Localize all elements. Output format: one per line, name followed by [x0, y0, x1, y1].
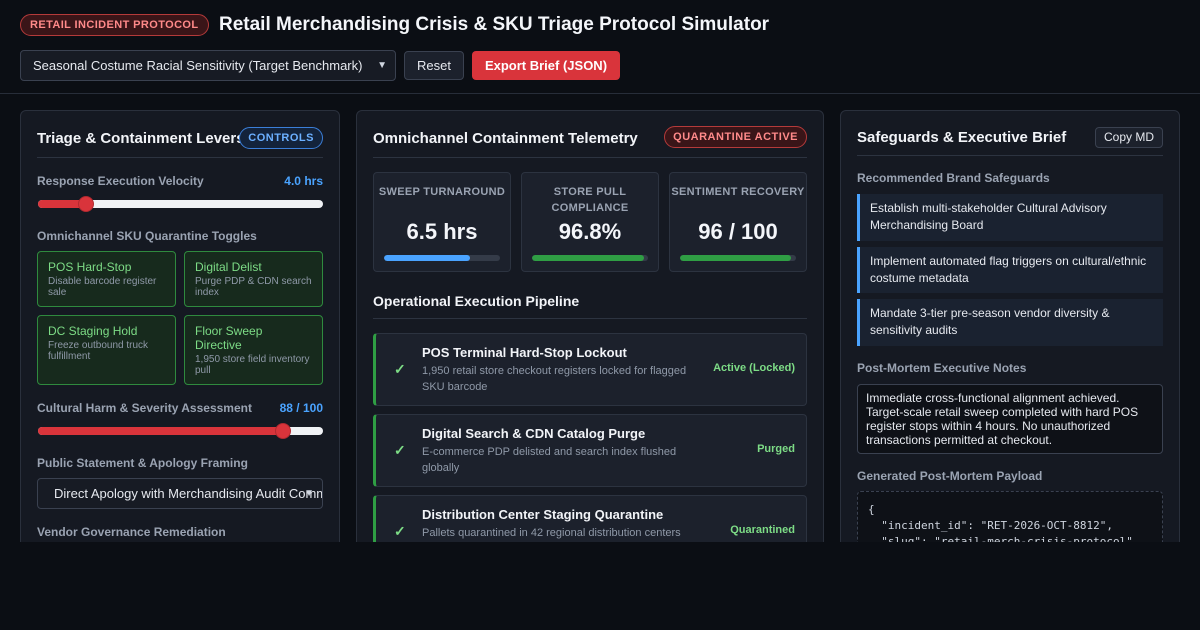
executive-notes-textarea[interactable]: Immediate cross-functional alignment ach…: [857, 384, 1163, 454]
safeguard-item: Establish multi-stakeholder Cultural Adv…: [857, 194, 1163, 241]
metric-label: SWEEP TURNAROUND: [378, 186, 506, 198]
viewport-bottom: [0, 542, 1200, 630]
chevron-down-icon: ▼: [377, 60, 387, 71]
protocol-badge: RETAIL INCIDENT PROTOCOL: [20, 14, 209, 36]
scenario-select-value: Seasonal Costume Racial Sensitivity (Tar…: [33, 58, 363, 73]
pipeline-step-status: Purged: [757, 443, 795, 455]
toggle-desc: 1,950 store field inventory pull: [195, 354, 310, 376]
app-header: RETAIL INCIDENT PROTOCOL Retail Merchand…: [0, 0, 1200, 94]
payload-label: Generated Post-Mortem Payload: [857, 469, 1043, 483]
panel-title: Omnichannel Containment Telemetry: [373, 130, 638, 147]
check-icon: ✓: [394, 523, 406, 539]
safeguard-item: Implement automated flag triggers on cul…: [857, 247, 1163, 293]
toggle-title: DC Staging Hold: [48, 324, 138, 338]
metric-progress-bar: [384, 255, 500, 261]
toggle-desc: Disable barcode register sale: [48, 276, 157, 298]
statement-select[interactable]: Direct Apology with Merchandising Audit …: [37, 478, 323, 509]
metric-card-sentiment: SENTIMENT RECOVERY 96 / 100: [669, 172, 807, 272]
pipeline-step-title: Distribution Center Staging Quarantine: [422, 507, 664, 522]
toggle-digital-delist[interactable]: Digital Delist Purge PDP & CDN search in…: [184, 251, 323, 307]
toggle-desc: Freeze outbound truck fulfillment: [48, 340, 149, 362]
metric-label: SENTIMENT RECOVERY: [671, 186, 805, 198]
velocity-slider-thumb[interactable]: [78, 196, 94, 212]
velocity-label: Response Execution Velocity: [37, 174, 204, 188]
metric-value: 96.8%: [558, 219, 622, 244]
divider: [373, 318, 807, 319]
metric-progress-bar: [680, 255, 796, 261]
panel-title: Safeguards & Executive Brief: [857, 129, 1067, 146]
velocity-value: 4.0 hrs: [284, 174, 323, 188]
check-icon: ✓: [394, 361, 406, 377]
metric-progress-fill: [384, 255, 470, 261]
metric-card-sweep: SWEEP TURNAROUND 6.5 hrs: [373, 172, 511, 272]
velocity-slider[interactable]: [38, 196, 323, 212]
app-title: Retail Merchandising Crisis & SKU Triage…: [219, 14, 770, 35]
controls-badge: CONTROLS: [239, 127, 323, 149]
pipeline-step-desc: E-commerce PDP delisted and search index…: [422, 446, 677, 474]
toggle-title: Digital Delist: [195, 260, 262, 274]
toggle-title: POS Hard-Stop: [48, 260, 132, 274]
severity-slider-thumb[interactable]: [275, 423, 291, 439]
chevron-down-icon: ▼: [304, 488, 314, 499]
notes-label: Post-Mortem Executive Notes: [857, 361, 1027, 375]
safeguards-panel: Safeguards & Executive Brief Copy MD Rec…: [840, 110, 1180, 550]
severity-label: Cultural Harm & Severity Assessment: [37, 401, 252, 415]
pipeline-row-pos[interactable]: ✓ POS Terminal Hard-Stop Lockout 1,950 r…: [373, 333, 807, 406]
divider: [37, 157, 323, 158]
toggles-label: Omnichannel SKU Quarantine Toggles: [37, 229, 257, 243]
pipeline-row-dc[interactable]: ✓ Distribution Center Staging Quarantine…: [373, 495, 807, 549]
metric-value: 96 / 100: [698, 219, 778, 244]
quarantine-badge: QUARANTINE ACTIVE: [664, 126, 807, 148]
severity-value: 88 / 100: [279, 401, 323, 415]
metric-value: 6.5 hrs: [406, 219, 478, 244]
reset-button[interactable]: Reset: [404, 51, 464, 80]
pipeline-step-desc: Pallets quarantined in 42 regional distr…: [422, 527, 681, 539]
metric-progress-fill: [532, 255, 645, 261]
safeguards-label: Recommended Brand Safeguards: [857, 171, 1050, 185]
pipeline-step-title: Digital Search & CDN Catalog Purge: [422, 426, 646, 441]
metric-progress-fill: [680, 255, 792, 261]
triage-controls-panel: Triage & Containment Levers CONTROLS Res…: [20, 110, 340, 550]
export-brief-button[interactable]: Export Brief (JSON): [472, 51, 620, 80]
telemetry-panel: Omnichannel Containment Telemetry QUARAN…: [356, 110, 824, 550]
pipeline-step-desc: 1,950 retail store checkout registers lo…: [422, 365, 687, 393]
pipeline-step-status: Quarantined: [730, 524, 795, 536]
safeguard-item: Mandate 3-tier pre-season vendor diversi…: [857, 299, 1163, 346]
metric-progress-bar: [532, 255, 648, 261]
toggle-floor-sweep[interactable]: Floor Sweep Directive 1,950 store field …: [184, 315, 323, 385]
pipeline-step-status: Active (Locked): [713, 362, 795, 374]
pipeline-step-title: POS Terminal Hard-Stop Lockout: [422, 345, 627, 360]
copy-md-button[interactable]: Copy MD: [1094, 127, 1163, 148]
scenario-select[interactable]: Seasonal Costume Racial Sensitivity (Tar…: [20, 50, 396, 81]
statement-label: Public Statement & Apology Framing: [37, 456, 248, 470]
toggle-desc: Purge PDP & CDN search index: [195, 276, 312, 298]
toggle-title: Floor Sweep Directive: [195, 324, 263, 352]
divider: [373, 157, 807, 158]
vendor-label: Vendor Governance Remediation: [37, 525, 226, 539]
toggle-dc-staging-hold[interactable]: DC Staging Hold Freeze outbound truck fu…: [37, 315, 176, 385]
panel-title: Triage & Containment Levers: [37, 130, 245, 147]
pipeline-title: Operational Execution Pipeline: [373, 293, 580, 309]
velocity-slider-fill: [38, 200, 86, 208]
check-icon: ✓: [394, 442, 406, 458]
toggle-pos-hard-stop[interactable]: POS Hard-Stop Disable barcode register s…: [37, 251, 176, 307]
severity-slider-fill: [38, 427, 283, 435]
severity-slider[interactable]: [38, 423, 323, 439]
pipeline-row-digital[interactable]: ✓ Digital Search & CDN Catalog Purge E-c…: [373, 414, 807, 487]
metric-card-compliance: STORE PULL COMPLIANCE 96.8%: [521, 172, 659, 272]
metric-label: STORE PULL COMPLIANCE: [551, 186, 629, 214]
divider: [857, 155, 1163, 156]
statement-select-value: Direct Apology with Merchandising Audit …: [54, 486, 322, 501]
